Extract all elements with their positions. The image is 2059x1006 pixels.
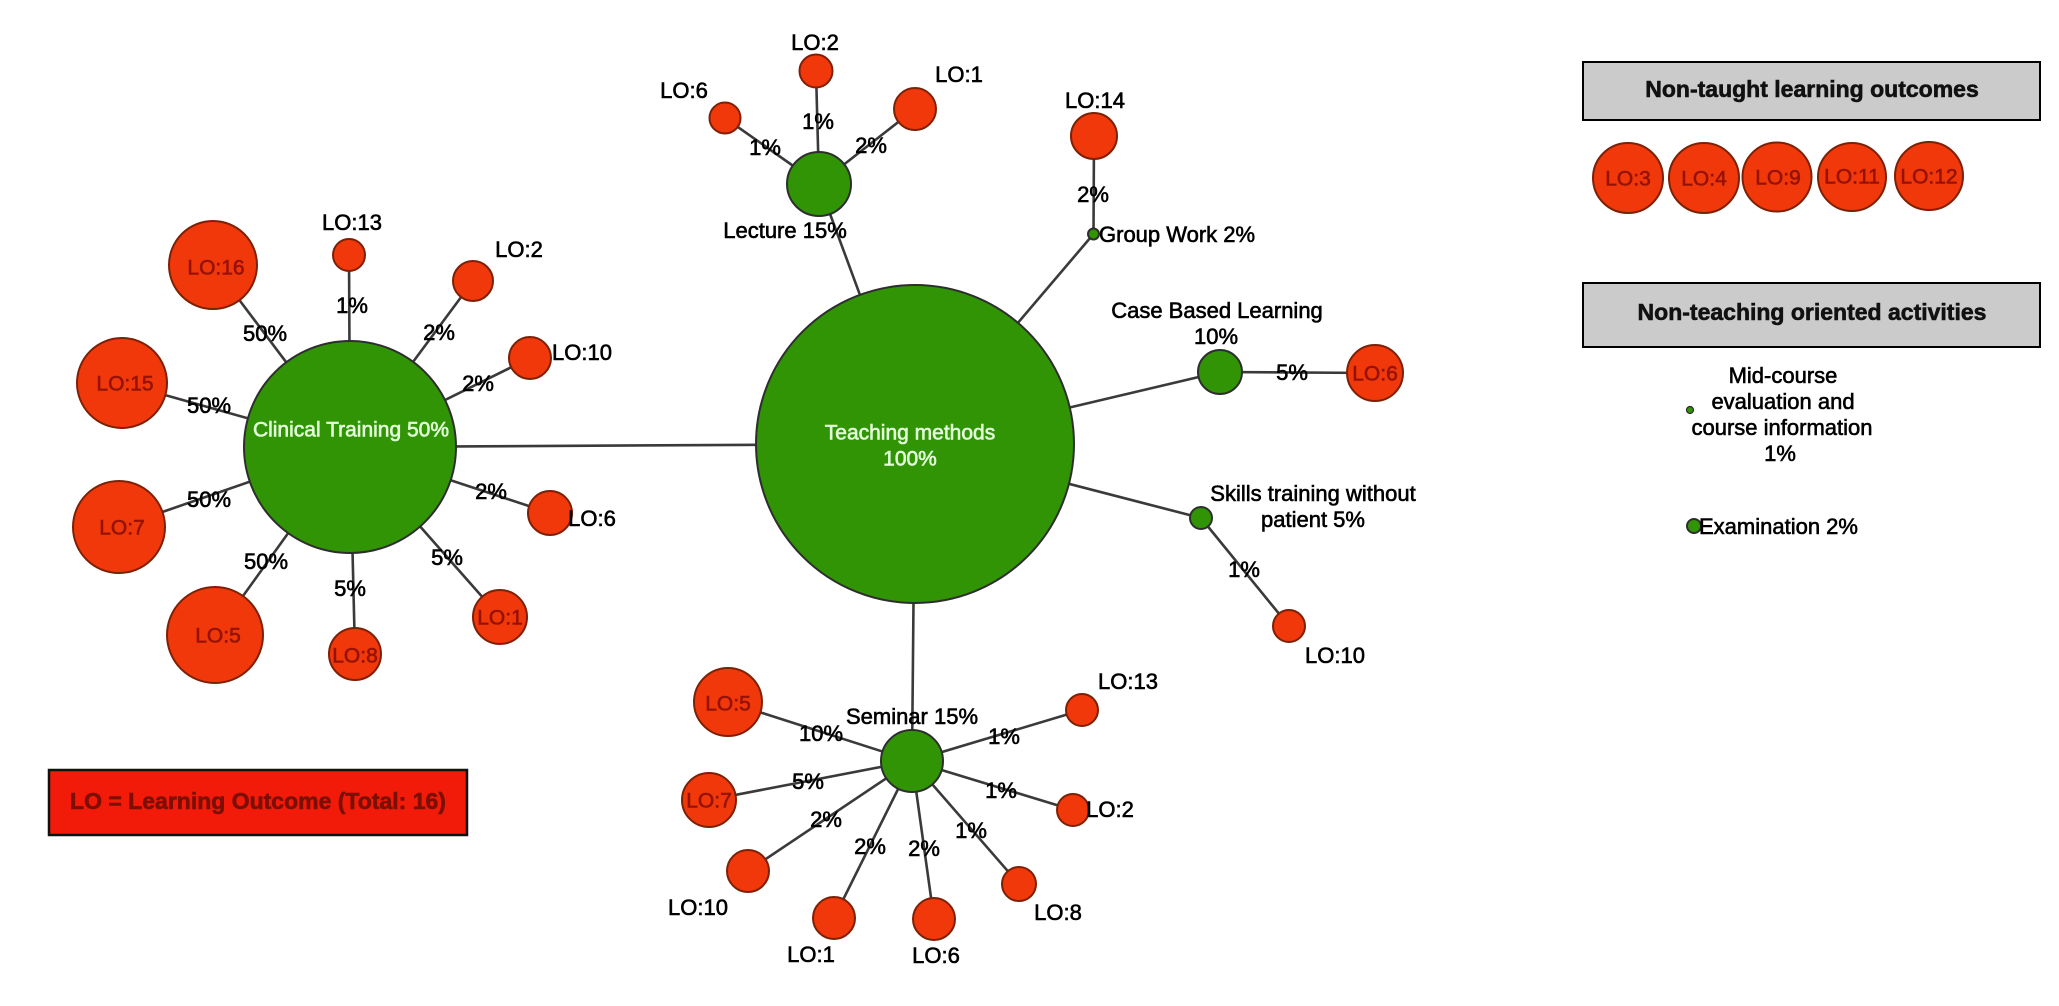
svg-text:LO:7: LO:7 bbox=[99, 517, 145, 540]
svg-text:LO:2: LO:2 bbox=[495, 237, 543, 262]
svg-text:LO:7: LO:7 bbox=[686, 790, 732, 813]
svg-text:LO:6: LO:6 bbox=[568, 506, 616, 531]
svg-text:2%: 2% bbox=[1077, 182, 1109, 207]
svg-text:LO:6: LO:6 bbox=[912, 943, 960, 968]
svg-text:Clinical Training 50%: Clinical Training 50% bbox=[253, 419, 449, 442]
svg-text:2%: 2% bbox=[908, 836, 940, 861]
svg-text:Non-teaching oriented activiti: Non-teaching oriented activities bbox=[1638, 299, 1987, 325]
svg-text:LO:5: LO:5 bbox=[705, 693, 751, 716]
svg-text:50%: 50% bbox=[243, 321, 287, 346]
svg-text:LO:1: LO:1 bbox=[787, 942, 835, 967]
svg-text:LO:2: LO:2 bbox=[1086, 797, 1134, 822]
svg-text:2%: 2% bbox=[462, 371, 494, 396]
svg-text:LO:13: LO:13 bbox=[322, 210, 382, 235]
svg-text:2%: 2% bbox=[475, 479, 507, 504]
svg-text:100%: 100% bbox=[883, 448, 937, 471]
svg-text:LO:13: LO:13 bbox=[1098, 669, 1158, 694]
svg-text:LO:8: LO:8 bbox=[332, 645, 378, 668]
svg-text:Group Work 2%: Group Work 2% bbox=[1099, 222, 1255, 247]
svg-text:1%: 1% bbox=[955, 818, 987, 843]
svg-text:LO:12: LO:12 bbox=[1900, 166, 1957, 189]
svg-text:50%: 50% bbox=[244, 549, 288, 574]
svg-text:1%: 1% bbox=[802, 109, 834, 134]
svg-text:Skills training without: Skills training without bbox=[1210, 481, 1415, 506]
svg-text:patient 5%: patient 5% bbox=[1261, 507, 1365, 532]
svg-text:5%: 5% bbox=[431, 545, 463, 570]
svg-text:Mid-course: Mid-course bbox=[1729, 363, 1838, 388]
svg-text:LO:3: LO:3 bbox=[1605, 168, 1651, 191]
svg-text:10%: 10% bbox=[799, 721, 843, 746]
svg-text:LO:6: LO:6 bbox=[1352, 363, 1398, 386]
svg-text:LO:1: LO:1 bbox=[477, 607, 523, 630]
svg-text:Case Based Learning: Case Based Learning bbox=[1111, 298, 1323, 323]
svg-text:2%: 2% bbox=[855, 133, 887, 158]
svg-text:1%: 1% bbox=[988, 724, 1020, 749]
svg-text:LO:10: LO:10 bbox=[552, 340, 612, 365]
svg-text:LO:11: LO:11 bbox=[1824, 166, 1880, 189]
svg-text:course information: course information bbox=[1692, 415, 1873, 440]
svg-text:LO = Learning Outcome (Total:: LO = Learning Outcome (Total: 16) bbox=[70, 788, 446, 814]
svg-text:Teaching methods: Teaching methods bbox=[825, 422, 995, 445]
svg-text:5%: 5% bbox=[1276, 360, 1308, 385]
svg-text:50%: 50% bbox=[187, 393, 231, 418]
svg-text:LO:10: LO:10 bbox=[1305, 643, 1365, 668]
svg-text:evaluation and: evaluation and bbox=[1711, 389, 1854, 414]
svg-text:5%: 5% bbox=[334, 576, 366, 601]
svg-text:LO:16: LO:16 bbox=[187, 257, 244, 280]
svg-text:10%: 10% bbox=[1194, 324, 1238, 349]
svg-text:LO:5: LO:5 bbox=[195, 625, 241, 648]
svg-text:LO:6: LO:6 bbox=[660, 78, 708, 103]
svg-text:LO:9: LO:9 bbox=[1755, 167, 1801, 190]
svg-text:50%: 50% bbox=[187, 487, 231, 512]
svg-text:1%: 1% bbox=[985, 778, 1017, 803]
svg-text:LO:14: LO:14 bbox=[1065, 88, 1125, 113]
svg-text:2%: 2% bbox=[423, 320, 455, 345]
svg-text:5%: 5% bbox=[792, 769, 824, 794]
svg-text:2%: 2% bbox=[854, 834, 886, 859]
svg-text:1%: 1% bbox=[1228, 557, 1260, 582]
svg-text:LO:1: LO:1 bbox=[935, 62, 983, 87]
svg-text:LO:10: LO:10 bbox=[668, 895, 728, 920]
svg-text:Lecture 15%: Lecture 15% bbox=[723, 218, 847, 243]
svg-text:2%: 2% bbox=[810, 807, 842, 832]
svg-text:Non-taught learning outcomes: Non-taught learning outcomes bbox=[1645, 76, 1979, 102]
svg-text:LO:15: LO:15 bbox=[96, 373, 153, 396]
svg-text:1%: 1% bbox=[749, 135, 781, 160]
svg-text:1%: 1% bbox=[336, 293, 368, 318]
svg-text:Seminar 15%: Seminar 15% bbox=[846, 704, 978, 729]
svg-text:LO:8: LO:8 bbox=[1034, 900, 1082, 925]
svg-text:LO:4: LO:4 bbox=[1681, 168, 1727, 191]
svg-text:LO:2: LO:2 bbox=[791, 30, 839, 55]
svg-text:Examination 2%: Examination 2% bbox=[1699, 514, 1858, 539]
svg-text:1%: 1% bbox=[1764, 441, 1796, 466]
